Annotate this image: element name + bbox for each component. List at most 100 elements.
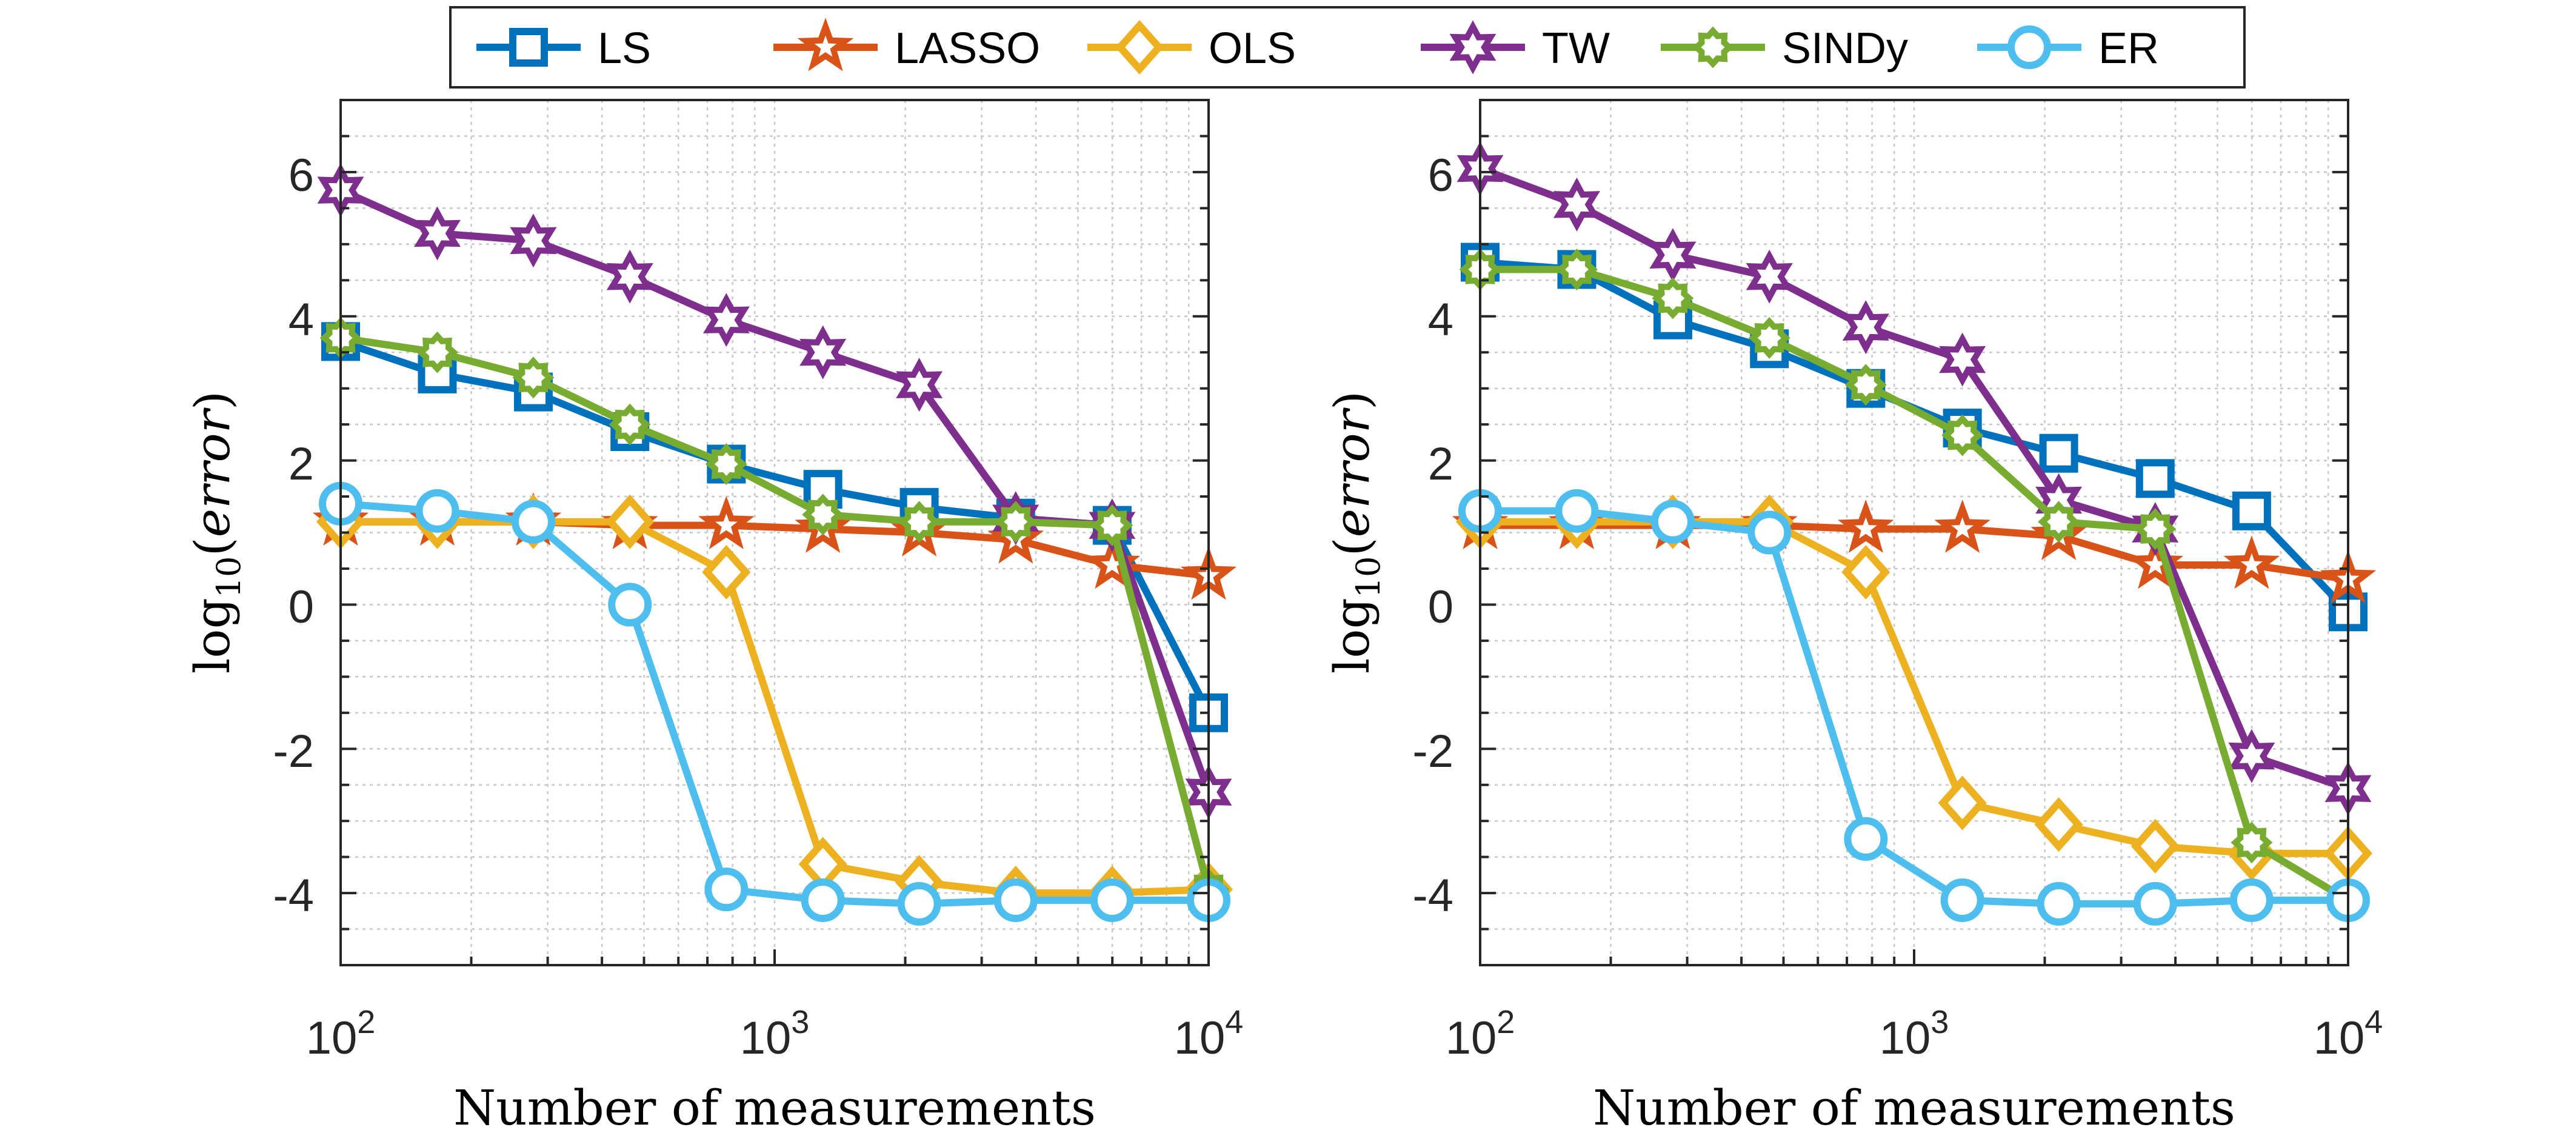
left-er-point (608, 583, 652, 627)
left-series-sindy (319, 316, 1230, 911)
right-ytick-labels: 6 4 2 0 -2 -4 (1412, 150, 1453, 921)
left-ytick-label: -4 (273, 870, 314, 921)
right-ytick-label: -4 (1412, 870, 1453, 921)
left-ytick-label: 0 (289, 581, 314, 633)
right-sindy-point (2038, 501, 2080, 543)
left-tw-point (799, 325, 847, 380)
right-er-line (1480, 507, 2348, 908)
right-ytick-label: 6 (1428, 150, 1453, 201)
left-xtick-labels: 102 103 104 (306, 1004, 1244, 1064)
right-sindy-point (1748, 316, 1790, 359)
right-sindy-point (2231, 821, 2273, 864)
left-sindy-point (705, 443, 747, 485)
legend-entry-er: ER (1977, 24, 2159, 73)
left-ols-line (341, 518, 1209, 897)
right-panel: 6 4 2 0 -2 -4 102 103 104 Number of meas… (1324, 99, 2383, 1136)
left-x-axis-label: Number of measurements (453, 1080, 1096, 1136)
left-y-axis-label: log10(error) (184, 391, 248, 674)
right-ls-point (2135, 459, 2175, 498)
legend-marker-ls (509, 28, 548, 67)
right-series-er (1458, 489, 2370, 926)
left-tw-point (510, 213, 557, 268)
right-sindy-point (1652, 277, 1694, 319)
left-er-point (704, 868, 749, 912)
legend-marker-sindy (1692, 26, 1734, 69)
left-tw-point (702, 293, 750, 347)
legend-entry-sindy: SINDy (1661, 24, 1908, 73)
right-series-ols (1455, 494, 2373, 881)
right-er-point (1650, 500, 1695, 544)
right-lasso-point (1838, 500, 1894, 553)
right-tw-line (1478, 165, 2349, 792)
legend-label-ls: LS (598, 24, 651, 73)
left-tw-point (606, 249, 653, 304)
right-series (1452, 141, 2377, 926)
right-ols-line (1480, 518, 2348, 857)
left-tw-point (413, 206, 461, 261)
right-tw-point (1553, 177, 1600, 232)
legend-marker-tw (1449, 20, 1497, 75)
left-ytick-label: -2 (273, 726, 314, 777)
right-er-point (2229, 878, 2274, 922)
legend-label-er: ER (2098, 24, 2159, 73)
left-ytick-label: 2 (289, 438, 314, 490)
left-ytick-label: 4 (289, 294, 314, 346)
left-er-line (340, 500, 1209, 908)
legend-entry-tw: TW (1421, 20, 1610, 75)
right-x-axis-label: Number of measurements (1593, 1080, 2235, 1136)
legend-label-sindy: SINDy (1782, 24, 1908, 73)
legend-entry-lasso: LASSO (773, 18, 1040, 73)
left-ols-point (702, 544, 751, 600)
right-ytick-label: 4 (1428, 294, 1453, 346)
left-tick-marks (341, 135, 1209, 965)
legend-label-tw: TW (1542, 24, 1610, 73)
left-er-point (993, 878, 1038, 922)
left-lasso-point (698, 495, 755, 549)
right-xtick-labels: 102 103 104 (1446, 1004, 2383, 1064)
left-er-point (897, 881, 941, 926)
right-xtick-label: 102 (1446, 1004, 1515, 1064)
right-er-point (2133, 881, 2177, 926)
left-panel: 6 4 2 0 -2 -4 102 103 104 Number of meas… (184, 99, 1244, 1136)
left-sindy-point (416, 331, 459, 373)
right-er-point (2037, 881, 2081, 926)
right-er-point (1940, 878, 1984, 922)
left-er-point (801, 878, 845, 922)
right-lasso-point (1934, 500, 1990, 553)
right-ls-point (2232, 491, 2271, 530)
right-y-axis-label: log10(error) (1324, 391, 1387, 674)
right-lasso-point (2223, 535, 2280, 589)
legend-marker-er (2007, 25, 2051, 69)
left-series-er (319, 481, 1230, 926)
left-sindy-point (609, 403, 651, 446)
right-series-sindy (1459, 249, 2369, 921)
left-er-point (415, 489, 459, 533)
right-sindy-point (1844, 364, 1887, 406)
right-tw-point (1649, 228, 1697, 283)
legend-entry-ols: OLS (1087, 19, 1296, 75)
legend-box (449, 6, 2246, 89)
left-sindy-point (802, 493, 844, 536)
right-ytick-label: -2 (1412, 726, 1453, 777)
left-xtick-label: 104 (1174, 1004, 1244, 1064)
legend-marker-ols (1115, 19, 1164, 75)
right-tw-point (2228, 729, 2275, 783)
right-tw-point (1939, 332, 1986, 387)
right-xtick-label: 104 (2314, 1004, 2383, 1064)
right-xtick-label: 103 (1880, 1004, 1949, 1064)
right-ols-point (2131, 818, 2180, 874)
right-sindy-point (1941, 414, 1984, 456)
right-ols-point (1938, 775, 1987, 831)
left-er-point (1090, 878, 1134, 922)
right-tw-point (1746, 249, 1793, 304)
right-tick-marks (1480, 135, 2348, 965)
right-sindy-point (2134, 508, 2177, 550)
left-sindy-line (340, 334, 1212, 891)
right-er-point (1555, 489, 1599, 533)
legend-entries: LS LASSO OLS TW SINDy ER (476, 18, 2159, 75)
legend-label-lasso: LASSO (895, 24, 1040, 73)
right-ytick-label: 0 (1428, 581, 1453, 633)
left-series (312, 163, 1237, 926)
right-ls-point (2039, 433, 2078, 473)
